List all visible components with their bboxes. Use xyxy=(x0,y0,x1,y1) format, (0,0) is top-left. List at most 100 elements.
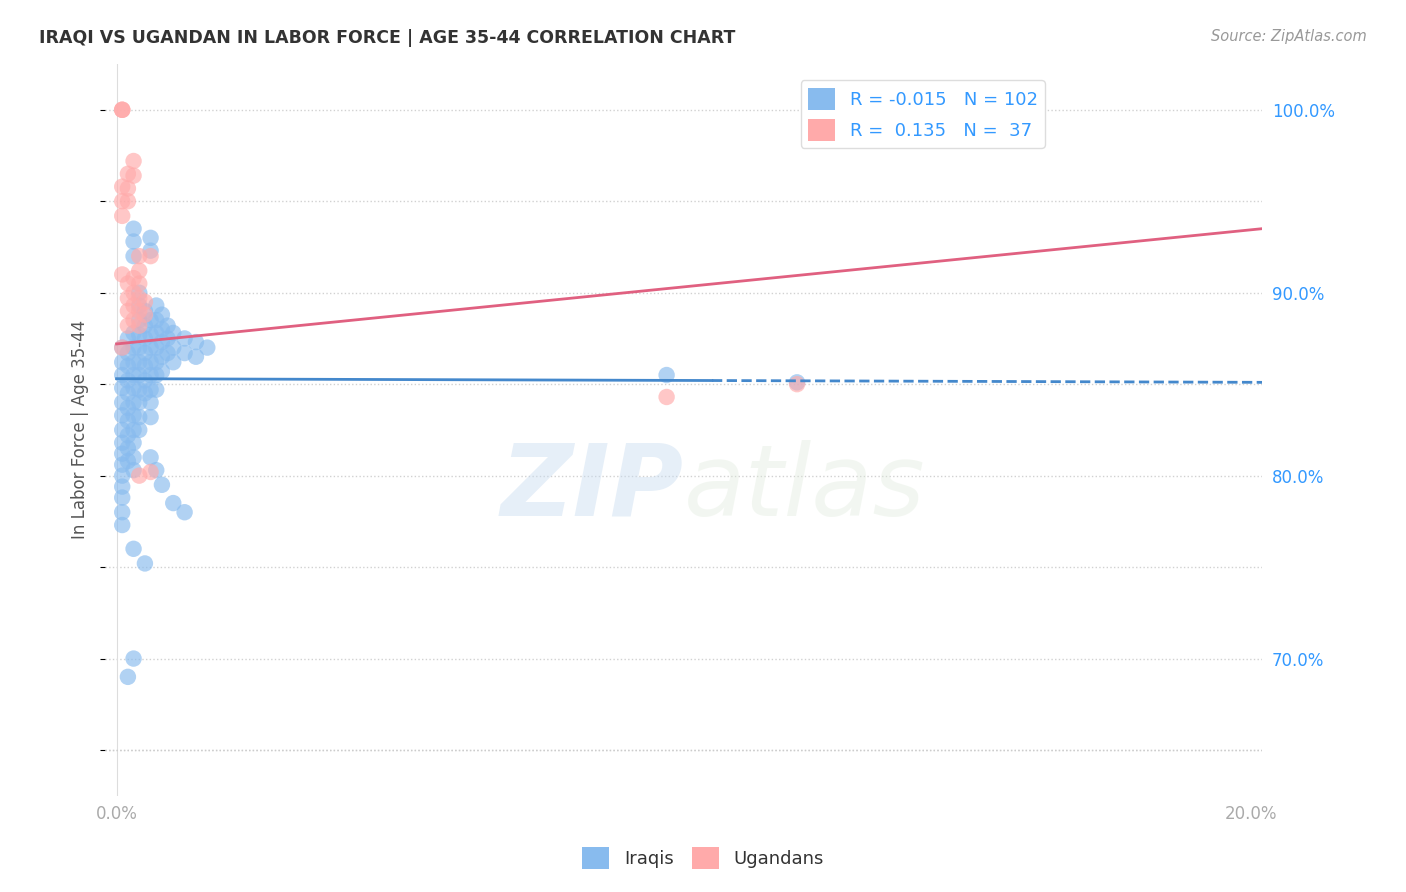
Point xyxy=(150,335,173,350)
Point xyxy=(145,383,167,397)
Point xyxy=(117,318,139,333)
Point xyxy=(117,346,139,360)
Point xyxy=(122,235,145,249)
Point xyxy=(111,103,134,117)
Point xyxy=(134,386,156,401)
Point xyxy=(128,264,150,278)
Point xyxy=(117,181,139,195)
Point xyxy=(184,350,207,364)
Point xyxy=(111,368,134,382)
Point xyxy=(117,428,139,442)
Point xyxy=(162,355,184,369)
Point xyxy=(134,304,156,318)
Point xyxy=(128,327,150,342)
Point xyxy=(122,154,145,169)
Point xyxy=(117,454,139,468)
Legend: Iraqis, Ugandans: Iraqis, Ugandans xyxy=(575,839,831,876)
Point xyxy=(173,505,195,519)
Point xyxy=(128,299,150,313)
Point xyxy=(117,386,139,401)
Point xyxy=(122,368,145,382)
Point xyxy=(156,331,179,345)
Point xyxy=(139,395,162,409)
Point xyxy=(122,169,145,183)
Point xyxy=(117,194,139,209)
Point xyxy=(122,395,145,409)
Point xyxy=(111,103,134,117)
Point xyxy=(111,355,134,369)
Point xyxy=(111,491,134,505)
Point xyxy=(117,414,139,428)
Point xyxy=(145,368,167,382)
Point xyxy=(139,383,162,397)
Point xyxy=(111,395,134,409)
Point xyxy=(150,350,173,364)
Point xyxy=(122,435,145,450)
Point xyxy=(111,468,134,483)
Point xyxy=(134,294,156,309)
Legend: R = -0.015   N = 102, R =  0.135   N =  37: R = -0.015 N = 102, R = 0.135 N = 37 xyxy=(801,80,1045,148)
Point xyxy=(173,331,195,345)
Point xyxy=(786,377,808,392)
Point xyxy=(122,381,145,395)
Point xyxy=(128,277,150,291)
Point xyxy=(117,291,139,305)
Point xyxy=(111,341,134,355)
Point xyxy=(139,355,162,369)
Point xyxy=(134,346,156,360)
Point xyxy=(111,103,134,117)
Point xyxy=(150,308,173,322)
Point xyxy=(111,435,134,450)
Point xyxy=(111,518,134,533)
Point xyxy=(111,194,134,209)
Point xyxy=(122,341,145,355)
Point xyxy=(139,231,162,245)
Point xyxy=(139,465,162,479)
Point xyxy=(156,346,179,360)
Point xyxy=(122,450,145,465)
Point xyxy=(111,268,134,282)
Point xyxy=(128,313,150,327)
Point xyxy=(128,423,150,437)
Point xyxy=(134,318,156,333)
Point xyxy=(122,541,145,556)
Point xyxy=(139,341,162,355)
Point xyxy=(128,249,150,263)
Point xyxy=(145,463,167,477)
Point xyxy=(122,313,145,327)
Point xyxy=(139,368,162,382)
Point xyxy=(111,458,134,472)
Point xyxy=(128,383,150,397)
Point xyxy=(117,374,139,388)
Point xyxy=(122,423,145,437)
Point xyxy=(162,326,184,340)
Point xyxy=(156,318,179,333)
Point xyxy=(111,480,134,494)
Point xyxy=(111,381,134,395)
Point xyxy=(122,249,145,263)
Point xyxy=(122,271,145,285)
Point xyxy=(134,308,156,322)
Point xyxy=(111,341,134,355)
Point xyxy=(139,313,162,327)
Point xyxy=(173,346,195,360)
Y-axis label: In Labor Force | Age 35-44: In Labor Force | Age 35-44 xyxy=(72,320,89,540)
Point xyxy=(139,410,162,425)
Point xyxy=(111,423,134,437)
Point xyxy=(655,368,678,382)
Point xyxy=(128,285,150,300)
Point xyxy=(117,304,139,318)
Point xyxy=(117,277,139,291)
Point xyxy=(128,368,150,382)
Point xyxy=(139,450,162,465)
Point xyxy=(111,447,134,461)
Point xyxy=(145,299,167,313)
Point xyxy=(111,209,134,223)
Point xyxy=(139,244,162,258)
Point xyxy=(122,285,145,300)
Point xyxy=(145,355,167,369)
Point xyxy=(162,496,184,510)
Point xyxy=(128,318,150,333)
Point xyxy=(145,326,167,340)
Point xyxy=(150,322,173,336)
